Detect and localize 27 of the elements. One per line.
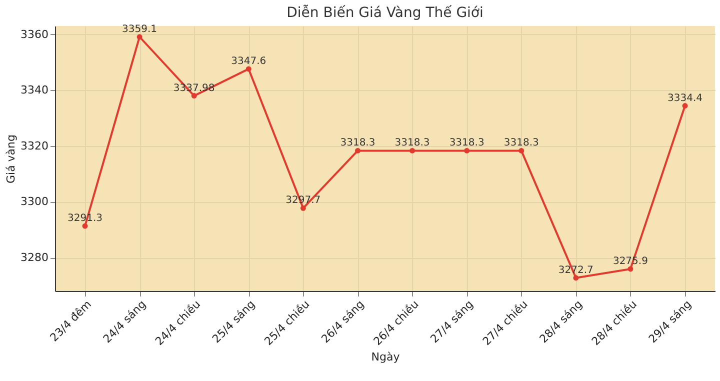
point (682, 103, 688, 109)
data-label: 3318.3 (504, 138, 539, 149)
point (628, 266, 634, 272)
point (518, 148, 524, 154)
y-tick-label: 3340 (20, 84, 48, 97)
point (573, 275, 579, 281)
point (410, 148, 416, 154)
point (82, 223, 88, 229)
data-label: 3318.3 (449, 138, 484, 149)
y-axis-title: Giá vàng (4, 134, 18, 184)
point (464, 148, 470, 154)
point (354, 148, 360, 154)
point (136, 34, 142, 40)
y-tick-label: 3360 (20, 28, 48, 41)
x-axis-title: Ngày (371, 350, 400, 364)
data-label: 3334.4 (668, 92, 702, 104)
data-label: 3318.3 (340, 138, 376, 149)
data-label: 3318.3 (394, 138, 430, 149)
point (191, 93, 197, 99)
y-tick-label: 3320 (20, 139, 48, 152)
chart-title: Diễn Biến Giá Vàng Thế Giới (286, 4, 484, 21)
point (300, 205, 306, 211)
y-tick-label: 3300 (20, 195, 48, 208)
data-label: 3347.6 (231, 56, 266, 67)
data-label: 3359.1 (122, 24, 158, 35)
point (246, 66, 252, 72)
y-tick-label: 3280 (20, 251, 48, 264)
